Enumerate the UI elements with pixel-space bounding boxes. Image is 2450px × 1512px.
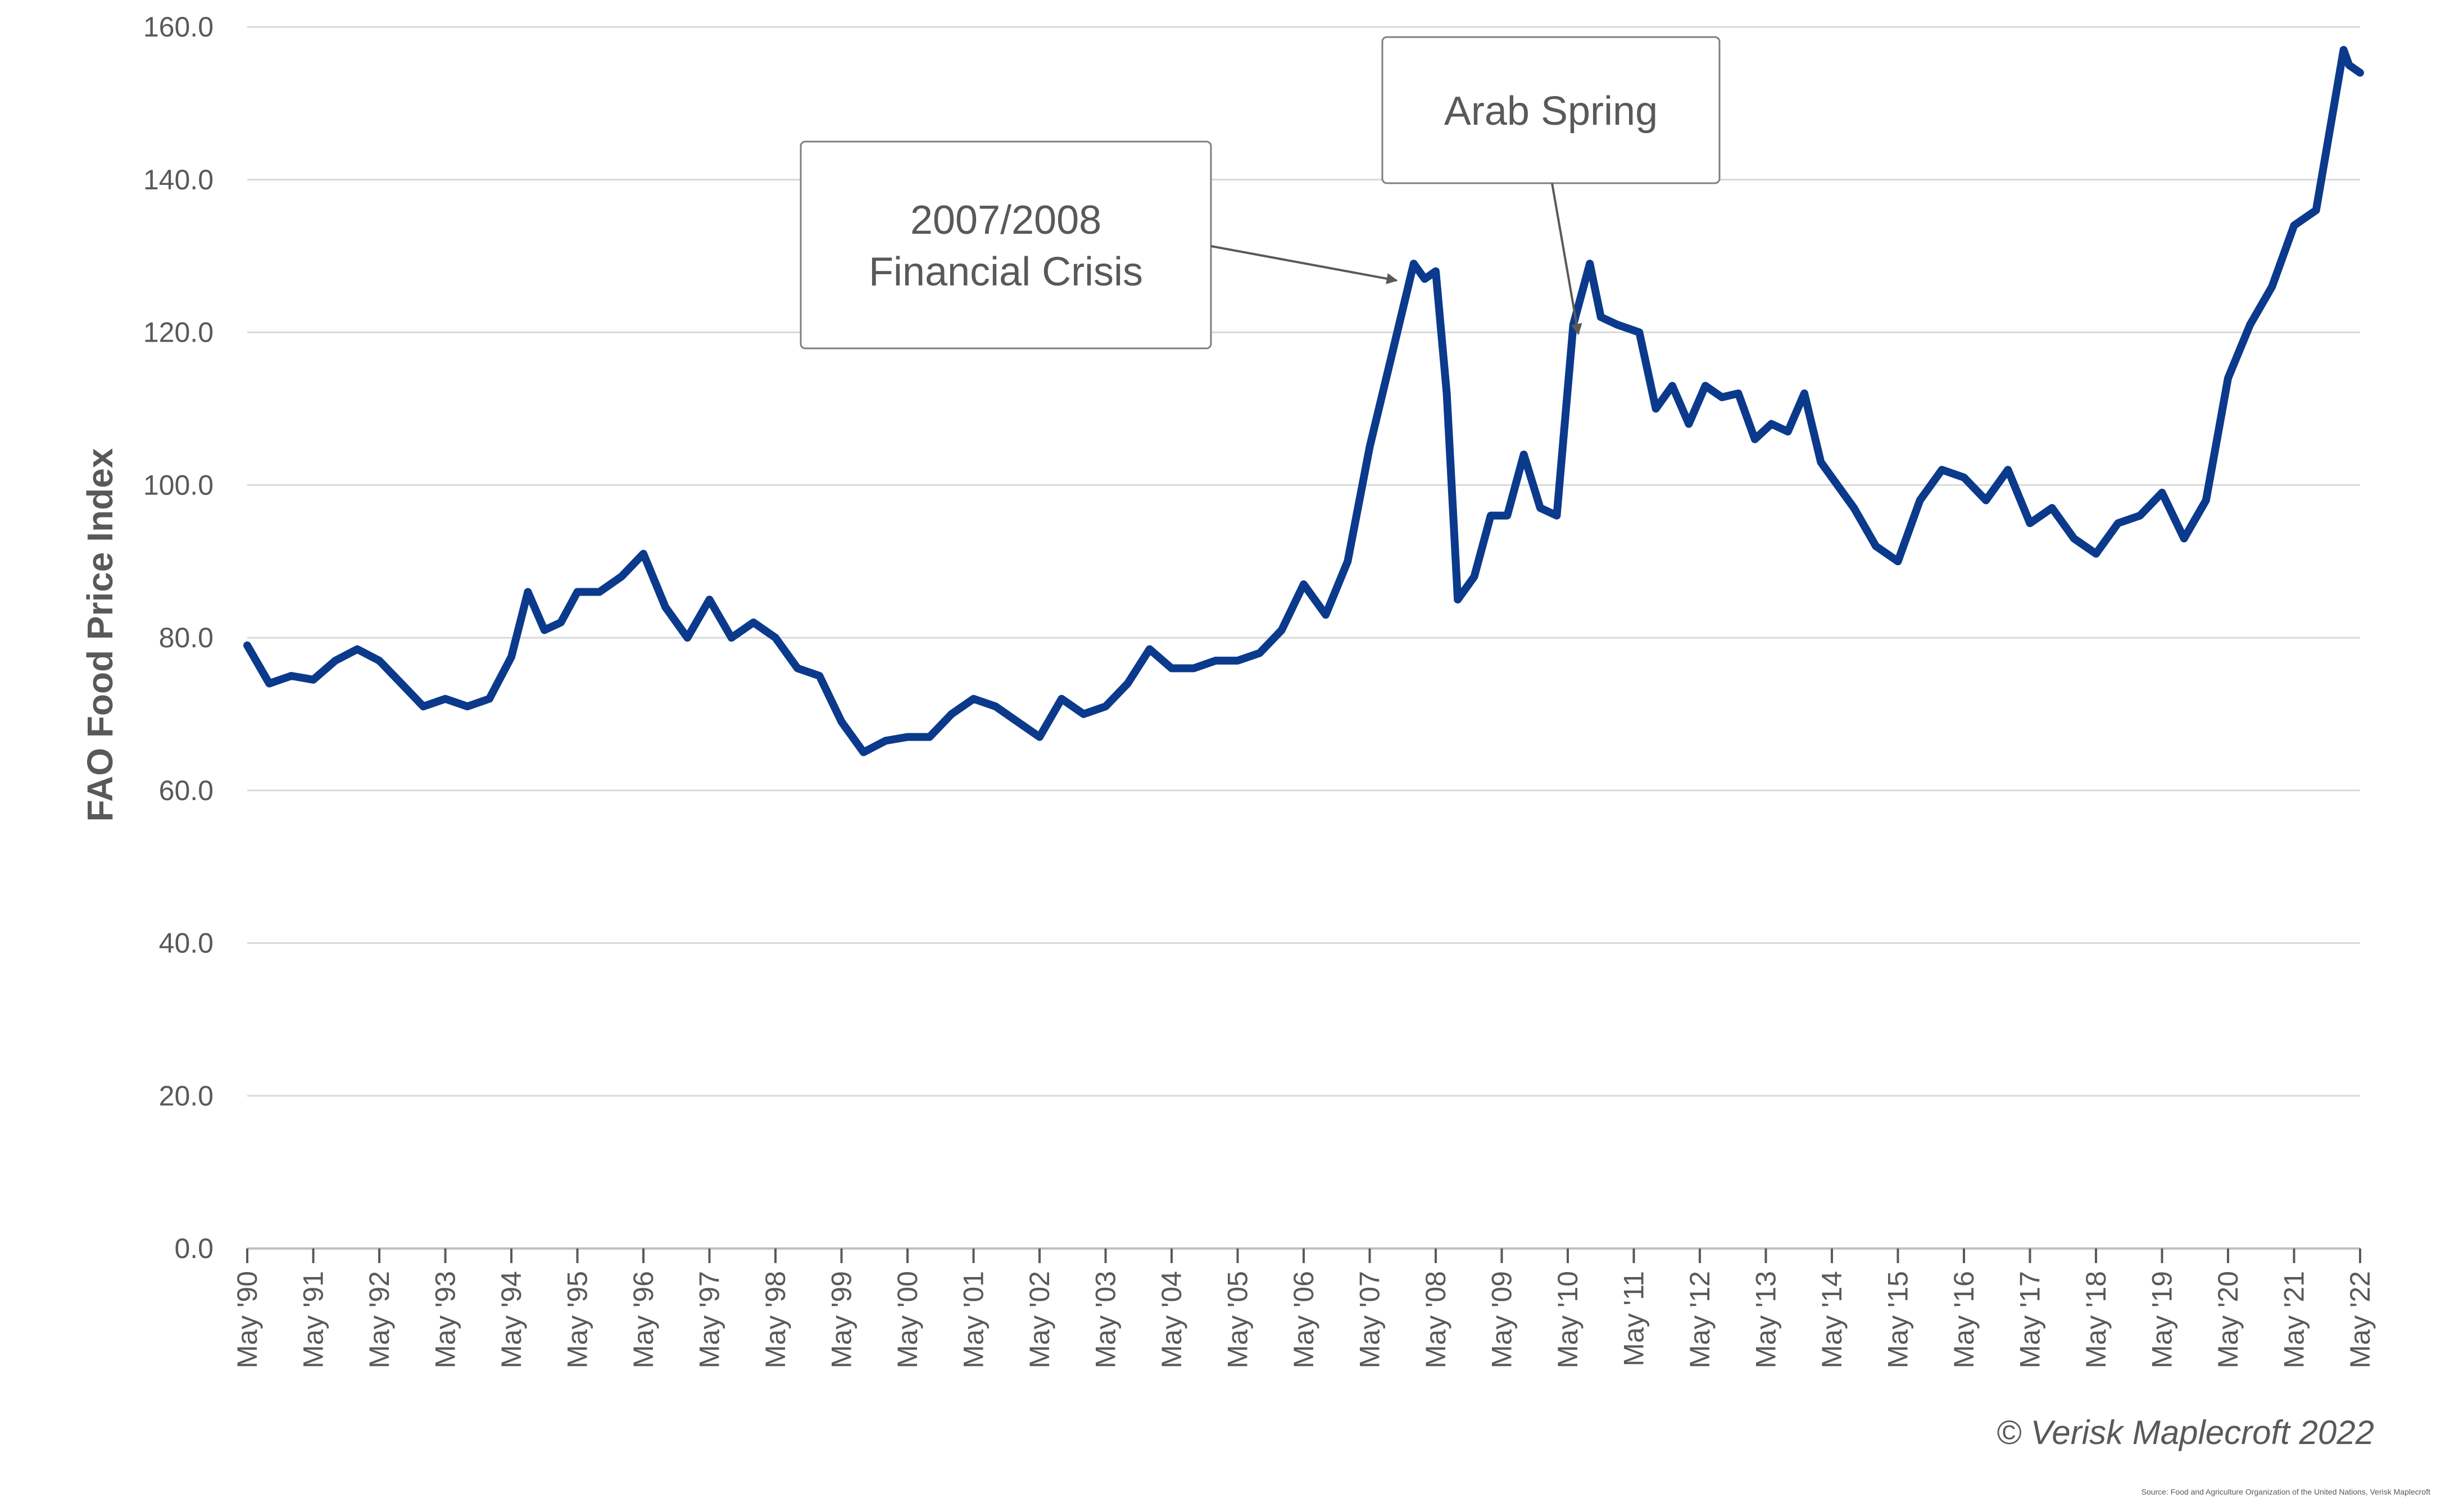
- x-tick-label: May '06: [1288, 1271, 1319, 1369]
- x-tick-label: May '07: [1354, 1271, 1386, 1369]
- y-tick-label: 100.0: [143, 469, 214, 501]
- x-tick-label: May '05: [1222, 1271, 1254, 1369]
- x-tick-label: May '94: [496, 1271, 527, 1369]
- annotation-text: 2007/2008: [910, 198, 1101, 243]
- y-tick-label: 60.0: [159, 775, 214, 806]
- series-group: [243, 46, 2364, 756]
- x-tick-label: May '08: [1420, 1271, 1451, 1369]
- x-tick-label: May '96: [628, 1271, 659, 1369]
- x-tick-label: May '16: [1948, 1271, 1980, 1369]
- y-tick-label: 140.0: [143, 164, 214, 196]
- x-tick-label: May '95: [562, 1271, 593, 1369]
- x-tick-label: May '20: [2212, 1271, 2244, 1369]
- x-tick-label: May '00: [892, 1271, 923, 1369]
- x-tick-label: May '03: [1090, 1271, 1122, 1369]
- annotation-box: [800, 140, 1212, 349]
- x-tick-label: May '02: [1024, 1271, 1055, 1369]
- annotation-arrow: [1210, 245, 1398, 284]
- x-tick-label: May '93: [430, 1271, 461, 1369]
- y-axis-label: FAO Food Price Index: [80, 448, 120, 821]
- copyright-text: © Verisk Maplecroft 2022: [1997, 1414, 2374, 1451]
- x-tick-label: May '92: [364, 1271, 395, 1369]
- annotations: 2007/2008 Financial Crisis Arab Spring: [800, 36, 1721, 349]
- x-tick-label: May '21: [2279, 1271, 2310, 1369]
- y-axis-ticks: 0.0 20.0 40.0 60.0 80.0 100.0 120.0 140.0 160.0: [143, 11, 214, 1264]
- y-tick-label: 20.0: [159, 1080, 214, 1111]
- y-tick-label: 160.0: [143, 11, 214, 43]
- x-tick-label: May '97: [694, 1271, 725, 1369]
- x-tick-label: May '17: [2015, 1271, 2046, 1369]
- x-tick-label: May '14: [1816, 1271, 1848, 1369]
- x-tick-label: May '10: [1552, 1271, 1584, 1369]
- annotation-arrow: [1551, 183, 1582, 335]
- x-tick-label: May '18: [2080, 1271, 2112, 1369]
- source-text: Source: Food and Agriculture Organizatio…: [2142, 1487, 2430, 1496]
- x-axis: May '90 May '91 May '92 May '93 May '94 May '…: [232, 1247, 2376, 1369]
- x-tick-label: May '01: [958, 1271, 990, 1369]
- annotation-box: [1381, 36, 1721, 184]
- series-line-0: [243, 46, 2364, 756]
- x-tick-label: May '11: [1618, 1271, 1650, 1366]
- x-tick-label: May '90: [232, 1271, 263, 1369]
- x-tick-label: May '15: [1882, 1271, 1914, 1369]
- annotation-text: Financial Crisis: [869, 249, 1143, 294]
- y-tick-label: 0.0: [174, 1233, 214, 1264]
- grid-lines: [247, 26, 2360, 1097]
- x-tick-label: May '19: [2147, 1271, 2178, 1369]
- x-tick-label: May '22: [2344, 1271, 2376, 1369]
- x-tick-label: May '99: [826, 1271, 858, 1369]
- y-tick-label: 120.0: [143, 317, 214, 348]
- x-tick-label: May '09: [1486, 1271, 1518, 1369]
- y-tick-label: 40.0: [159, 928, 214, 959]
- x-tick-label: May '04: [1156, 1271, 1187, 1369]
- annotation-text: Arab Spring: [1444, 89, 1658, 134]
- x-tick-label: May '12: [1684, 1271, 1716, 1369]
- x-tick-label: May '91: [298, 1271, 329, 1369]
- x-tick-label: May '98: [760, 1271, 791, 1369]
- y-tick-label: 80.0: [159, 622, 214, 653]
- x-tick-label: May '13: [1750, 1271, 1782, 1369]
